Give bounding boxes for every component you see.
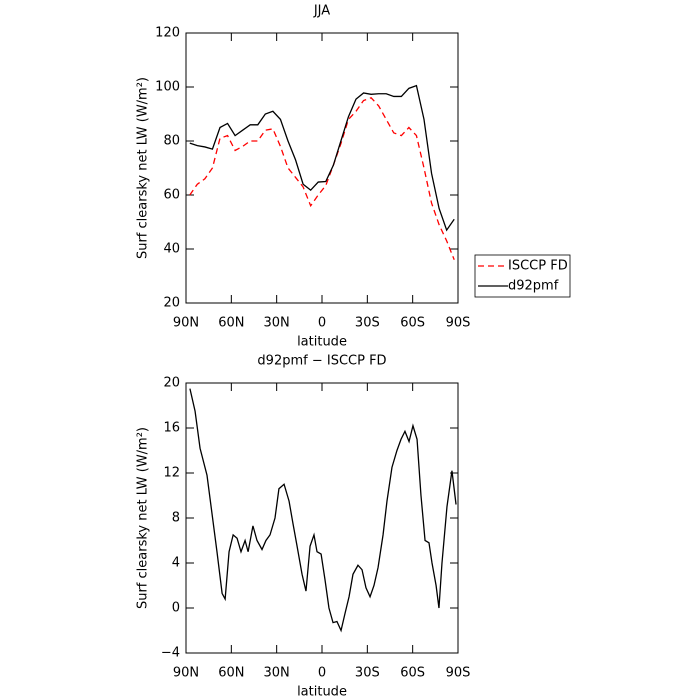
plot-frame xyxy=(185,382,459,654)
data-line xyxy=(189,84,455,232)
x-tick-label: 90N xyxy=(173,316,199,331)
y-axis-label: Surf clearsky net LW (W/m²) xyxy=(136,427,151,609)
y-tick-label: 20 xyxy=(163,296,180,311)
y-tick-label: 4 xyxy=(172,556,180,571)
x-axis-label: latitude xyxy=(297,685,347,700)
y-tick-label: 40 xyxy=(163,242,180,257)
legend-label: ISCCP FD xyxy=(508,259,568,274)
y-tick-label: 120 xyxy=(155,26,180,41)
x-tick-label: 30S xyxy=(355,666,380,681)
plot-frame xyxy=(185,32,459,304)
y-axis-label: Surf clearsky net LW (W/m²) xyxy=(136,77,151,259)
data-line xyxy=(189,388,457,633)
x-tick-label: 60S xyxy=(400,666,425,681)
x-tick-label: 0 xyxy=(318,666,326,681)
chart-title: JJA xyxy=(313,4,330,19)
x-tick-label: 60N xyxy=(218,666,244,681)
x-tick-label: 90S xyxy=(446,666,471,681)
y-tick-label: 16 xyxy=(163,421,180,436)
legend-label: d92pmf xyxy=(508,279,559,294)
chart-title: d92pmf − ISCCP FD xyxy=(257,354,386,369)
y-tick-label: 80 xyxy=(163,134,180,149)
data-line xyxy=(189,97,455,261)
y-tick-label: 12 xyxy=(163,466,180,481)
x-tick-label: 60N xyxy=(218,316,244,331)
y-tick-label: 20 xyxy=(163,376,180,391)
y-tick-label: 8 xyxy=(172,511,180,526)
x-tick-label: 30N xyxy=(264,666,290,681)
y-tick-label: 60 xyxy=(163,188,180,203)
x-tick-label: 30N xyxy=(264,316,290,331)
x-tick-label: 90N xyxy=(173,666,199,681)
x-tick-label: 0 xyxy=(318,316,326,331)
x-axis-label: latitude xyxy=(297,335,347,350)
y-tick-label: −4 xyxy=(161,646,180,661)
x-tick-label: 90S xyxy=(446,316,471,331)
legend-box xyxy=(474,254,571,298)
x-tick-label: 60S xyxy=(400,316,425,331)
y-tick-label: 0 xyxy=(172,601,180,616)
y-tick-label: 100 xyxy=(155,80,180,95)
x-tick-label: 30S xyxy=(355,316,380,331)
